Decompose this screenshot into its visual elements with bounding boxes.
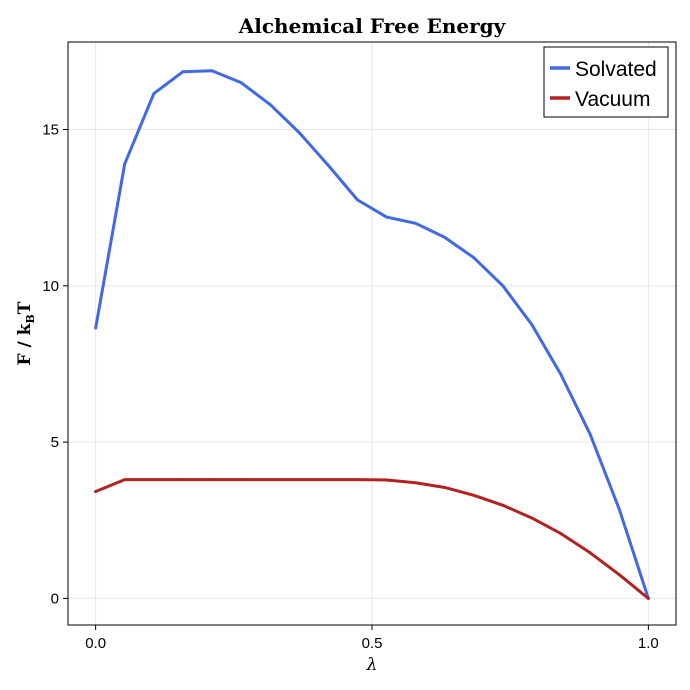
data-point-vacuum bbox=[530, 516, 534, 520]
data-point-solvated bbox=[152, 92, 156, 95]
y-axis-label-main: F / k bbox=[15, 322, 35, 365]
data-point-vacuum bbox=[123, 478, 127, 482]
legend-label-solvated: Solvated bbox=[575, 58, 657, 81]
data-point-vacuum bbox=[501, 503, 505, 507]
data-point-vacuum bbox=[239, 478, 243, 482]
data-point-solvated bbox=[559, 373, 563, 377]
data-point-vacuum bbox=[385, 478, 388, 482]
data-point-solvated bbox=[501, 284, 505, 288]
data-point-vacuum bbox=[94, 490, 98, 493]
data-point-solvated bbox=[414, 221, 418, 225]
data-point-solvated bbox=[297, 131, 301, 135]
legend-box bbox=[543, 46, 669, 118]
series-layer bbox=[94, 69, 650, 600]
data-point-solvated bbox=[239, 81, 243, 85]
x-axis-label: λ bbox=[366, 655, 378, 675]
x-tick-label: 1.0 bbox=[638, 635, 659, 652]
data-point-vacuum bbox=[472, 493, 476, 497]
data-point-solvated bbox=[268, 103, 272, 106]
legend: Solvated Vacuum bbox=[543, 46, 669, 118]
y-axis-label: F / kBT bbox=[15, 301, 37, 365]
chart-title: Alchemical Free Energy bbox=[238, 14, 507, 38]
data-point-solvated bbox=[94, 326, 98, 330]
data-point-vacuum bbox=[617, 573, 621, 577]
grid-lines bbox=[68, 42, 676, 625]
data-point-solvated bbox=[530, 323, 534, 327]
series-line-solvated bbox=[94, 69, 650, 600]
y-axis-label-tail: T bbox=[15, 301, 35, 314]
data-point-solvated bbox=[181, 70, 185, 74]
data-point-vacuum bbox=[152, 478, 156, 482]
data-point-solvated bbox=[210, 69, 214, 73]
series-line-vacuum bbox=[94, 478, 650, 600]
data-point-solvated bbox=[443, 235, 447, 239]
data-point-vacuum bbox=[414, 481, 418, 485]
y-tick-label: 0 bbox=[51, 590, 59, 607]
y-tick-label: 5 bbox=[51, 434, 59, 451]
data-point-vacuum bbox=[443, 486, 447, 489]
data-point-solvated bbox=[356, 198, 359, 202]
data-point-vacuum bbox=[646, 597, 650, 600]
data-point-vacuum bbox=[326, 478, 330, 482]
y-tick-label: 15 bbox=[42, 122, 59, 139]
legend-label-vacuum: Vacuum bbox=[575, 88, 650, 111]
axis-ticks: 0.0 0.5 1.0 0 5 10 15 bbox=[42, 122, 658, 652]
data-point-vacuum bbox=[297, 478, 301, 482]
x-tick-label: 0.5 bbox=[362, 635, 383, 652]
data-point-vacuum bbox=[268, 478, 272, 482]
data-point-vacuum bbox=[356, 478, 359, 482]
data-point-solvated bbox=[617, 507, 621, 511]
data-point-vacuum bbox=[210, 478, 214, 482]
y-axis-label-subscript: B bbox=[24, 314, 37, 323]
data-point-solvated bbox=[123, 162, 127, 166]
data-point-solvated bbox=[385, 215, 388, 219]
data-point-vacuum bbox=[588, 551, 592, 555]
data-point-solvated bbox=[472, 256, 476, 260]
y-tick-label: 10 bbox=[42, 278, 59, 295]
data-point-vacuum bbox=[559, 532, 563, 536]
x-tick-label: 0.0 bbox=[85, 635, 106, 652]
data-point-vacuum bbox=[181, 478, 185, 482]
data-point-solvated bbox=[326, 164, 330, 167]
data-point-solvated bbox=[588, 432, 592, 436]
